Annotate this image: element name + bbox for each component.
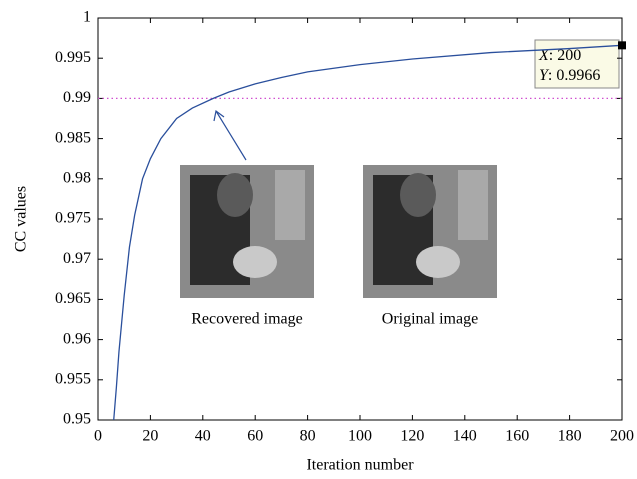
x-tick-label: 40 bbox=[195, 428, 211, 445]
chart: Recovered image Original image Iteration… bbox=[0, 0, 637, 479]
y-tick-label: 0.955 bbox=[55, 370, 91, 387]
x-tick-label: 140 bbox=[453, 428, 477, 445]
datatip-y-text: : 0.9966 bbox=[548, 67, 600, 84]
x-tick-label: 20 bbox=[142, 428, 158, 445]
recovered-image bbox=[180, 165, 314, 298]
x-tick-label: 160 bbox=[505, 428, 529, 445]
x-tick-label: 180 bbox=[558, 428, 582, 445]
y-tick-label: 0.975 bbox=[55, 210, 91, 227]
x-tick-label: 0 bbox=[94, 428, 102, 445]
annotation: Recovered image bbox=[191, 311, 303, 328]
y-tick-label: 0.98 bbox=[63, 169, 91, 186]
y-axis-label: CC values bbox=[13, 186, 30, 252]
y-tick-label: 0.97 bbox=[63, 250, 91, 267]
datatip-marker bbox=[618, 41, 626, 49]
y-tick-label: 0.99 bbox=[63, 89, 91, 106]
original-image bbox=[363, 165, 497, 298]
page: Recovered image Original image Iteration… bbox=[0, 0, 637, 479]
datatip-y: Y: 0.9966 bbox=[539, 67, 600, 84]
y-tick-label: 0.95 bbox=[63, 411, 91, 428]
x-tick-label: 120 bbox=[400, 428, 424, 445]
x-axis-label: Iteration number bbox=[306, 457, 414, 474]
y-tick-label: 0.96 bbox=[63, 330, 91, 347]
x-tick-label: 60 bbox=[247, 428, 263, 445]
x-tick-label: 200 bbox=[610, 428, 634, 445]
y-tick-label: 0.985 bbox=[55, 129, 91, 146]
y-tick-label: 0.995 bbox=[55, 49, 91, 66]
y-tick-label: 1 bbox=[83, 9, 91, 26]
annotation: Original image bbox=[382, 311, 478, 328]
arrow bbox=[214, 111, 246, 160]
datatip: X: 200 Y: 0.9966 bbox=[98, 18, 622, 420]
y-tick-label: 0.965 bbox=[55, 290, 91, 307]
x-tick-label: 80 bbox=[300, 428, 316, 445]
x-tick-label: 100 bbox=[348, 428, 372, 445]
